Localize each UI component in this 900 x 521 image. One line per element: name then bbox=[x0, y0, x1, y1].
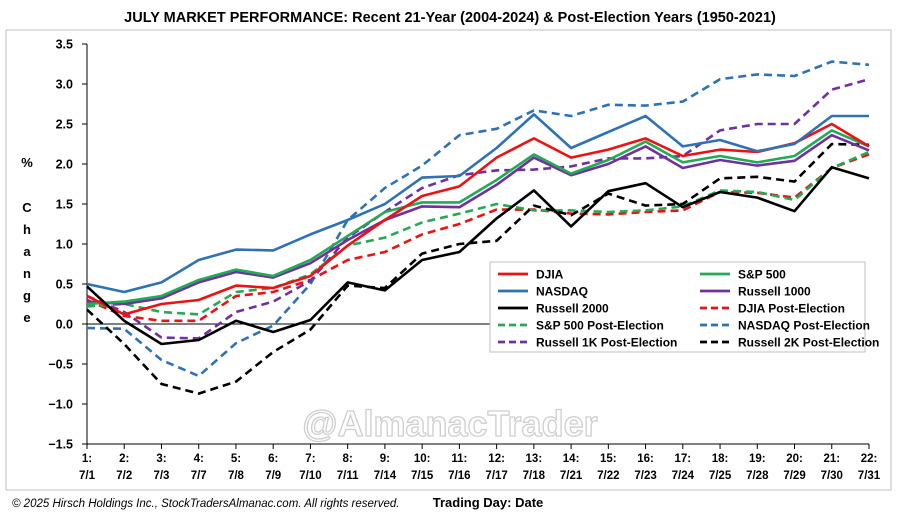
x-tick-day-label: 9: bbox=[380, 453, 390, 465]
x-tick-day-label: 16: bbox=[637, 453, 654, 465]
y-tick-label: 2.5 bbox=[56, 118, 73, 132]
x-tick-date-label: 7/2 bbox=[116, 470, 132, 482]
x-tick-date-label: 7/28 bbox=[746, 470, 769, 482]
y-tick-label: 1.5 bbox=[56, 198, 73, 212]
y-axis-title-char: g bbox=[23, 288, 31, 303]
y-tick-label: 3.0 bbox=[56, 78, 73, 92]
y-tick-label: 1.0 bbox=[56, 238, 73, 252]
axes: 3.5 3.0 2.5 2.0 1.5 1.0 0.5 0.0 −0.5 −1.0 −1.5 1: 7/… bbox=[21, 38, 881, 483]
chart-title: JULY MARKET PERFORMANCE: Recent 21-Year … bbox=[124, 10, 776, 26]
y-tick-label: 0.5 bbox=[56, 278, 73, 292]
x-tick-day-label: 12: bbox=[488, 453, 505, 465]
x-tick-day-label: 15: bbox=[600, 453, 617, 465]
x-tick-date-label: 7/23 bbox=[634, 470, 656, 482]
x-tick-date-label: 7/17 bbox=[485, 470, 507, 482]
x-tick-date-label: 7/1 bbox=[79, 470, 96, 482]
series-line-nasdaq bbox=[86, 113, 869, 294]
series-line-russell-1000 bbox=[86, 133, 870, 306]
x-tick-date-label: 7/31 bbox=[858, 470, 881, 482]
x-tick-day-label: 21: bbox=[823, 453, 840, 465]
series-line-s-p-500 bbox=[86, 129, 870, 306]
series-line-nasdaq-post-election bbox=[86, 60, 870, 378]
legend-label: DJIA bbox=[536, 268, 564, 282]
x-tick-day-label: 7: bbox=[305, 453, 315, 465]
legend-label: Russell 2000 bbox=[536, 302, 609, 316]
x-tick-date-label: 7/16 bbox=[448, 470, 470, 482]
x-axis-title: Trading Day: Date bbox=[433, 495, 544, 510]
legend-label: S&P 500 bbox=[738, 268, 786, 282]
x-tick-day-label: 1: bbox=[82, 453, 92, 465]
y-tick-label: −0.5 bbox=[48, 358, 73, 372]
y-tick-label: 3.5 bbox=[56, 38, 73, 52]
y-axis-title-char: % bbox=[21, 155, 33, 170]
legend-label: Russell 1K Post-Election bbox=[536, 336, 677, 350]
x-tick-day-label: 17: bbox=[674, 453, 691, 465]
x-tick-date-label: 7/8 bbox=[228, 470, 245, 482]
legend-label: NASDAQ bbox=[536, 285, 588, 299]
x-tick-day-label: 14: bbox=[563, 453, 580, 465]
legend-label: Russell 2K Post-Election bbox=[738, 336, 879, 350]
x-tick-day-label: 22: bbox=[861, 453, 878, 465]
x-tick-date-label: 7/7 bbox=[191, 470, 207, 482]
x-tick-day-label: 4: bbox=[194, 453, 204, 465]
x-tick-date-label: 7/24 bbox=[672, 470, 695, 482]
legend-box bbox=[489, 261, 866, 353]
legend-label: DJIA Post-Election bbox=[738, 302, 845, 316]
y-tick-label: −1.5 bbox=[48, 438, 73, 452]
y-tick-label: −1.0 bbox=[48, 398, 73, 412]
plot-area-border bbox=[5, 29, 892, 491]
x-tick-date-label: 7/14 bbox=[374, 470, 397, 482]
x-tick-day-label: 20: bbox=[786, 453, 803, 465]
x-tick-day-label: 3: bbox=[156, 453, 166, 465]
series-layer bbox=[86, 60, 870, 395]
x-tick-date-label: 7/25 bbox=[709, 470, 732, 482]
copyright-footer: © 2025 Hirsch Holdings Inc., StockTrader… bbox=[12, 498, 399, 510]
y-axis-title-char: C bbox=[22, 200, 32, 215]
legend-label: NASDAQ Post-Election bbox=[738, 319, 870, 333]
x-tick-day-label: 13: bbox=[526, 453, 543, 465]
x-tick-date-label: 7/29 bbox=[783, 470, 805, 482]
x-tick-date-label: 7/3 bbox=[153, 470, 169, 482]
y-tick-label: 2.0 bbox=[56, 158, 73, 172]
legend-label: S&P 500 Post-Election bbox=[536, 319, 664, 333]
series-line-russell-2000 bbox=[86, 165, 870, 346]
legend-label: Russell 1000 bbox=[738, 285, 811, 299]
x-tick-day-label: 10: bbox=[414, 453, 431, 465]
series-line-s-p-500-post-election bbox=[86, 150, 870, 316]
x-tick-day-label: 5: bbox=[231, 453, 241, 465]
legend: DJIA S&P 500 NASDAQ Russell 1000 Russell 200… bbox=[489, 261, 879, 353]
x-tick-day-label: 11: bbox=[451, 453, 467, 465]
x-tick-day-label: 6: bbox=[268, 453, 278, 465]
series-line-djia bbox=[86, 122, 870, 316]
x-tick-day-label: 2: bbox=[119, 453, 129, 465]
x-tick-date-label: 7/22 bbox=[597, 470, 619, 482]
y-axis-title-char: h bbox=[23, 222, 31, 237]
y-axis-title-char: a bbox=[23, 244, 31, 259]
x-tick-day-label: 18: bbox=[712, 453, 729, 465]
series-line-russell-2k-post-election bbox=[86, 142, 870, 395]
x-tick-date-label: 7/18 bbox=[523, 470, 546, 482]
x-tick-date-label: 7/30 bbox=[821, 470, 843, 482]
watermark: @AlmanacTrader bbox=[302, 403, 597, 444]
x-tick-date-label: 7/10 bbox=[299, 470, 321, 482]
x-tick-date-label: 7/9 bbox=[265, 470, 281, 482]
x-tick-date-label: 7/21 bbox=[560, 470, 583, 482]
y-tick-label: 0.0 bbox=[56, 318, 73, 332]
y-axis-title-char: n bbox=[23, 266, 31, 281]
y-axis-title-char: e bbox=[23, 310, 30, 325]
x-tick-date-label: 7/11 bbox=[337, 470, 359, 482]
x-tick-day-label: 19: bbox=[749, 453, 766, 465]
x-tick-date-label: 7/15 bbox=[411, 470, 434, 482]
series-line-russell-1k-post-election bbox=[86, 77, 870, 340]
x-tick-day-label: 8: bbox=[343, 453, 353, 465]
